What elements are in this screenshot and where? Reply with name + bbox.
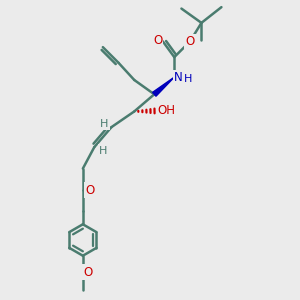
Text: O: O (185, 35, 195, 48)
Text: N: N (174, 70, 183, 84)
Text: H: H (99, 146, 107, 156)
Text: O: O (85, 184, 94, 196)
Text: OH: OH (157, 104, 175, 117)
Text: H: H (184, 74, 192, 84)
Text: O: O (153, 34, 162, 47)
Text: H: H (100, 119, 109, 129)
Polygon shape (153, 77, 174, 96)
Text: O: O (83, 266, 93, 278)
